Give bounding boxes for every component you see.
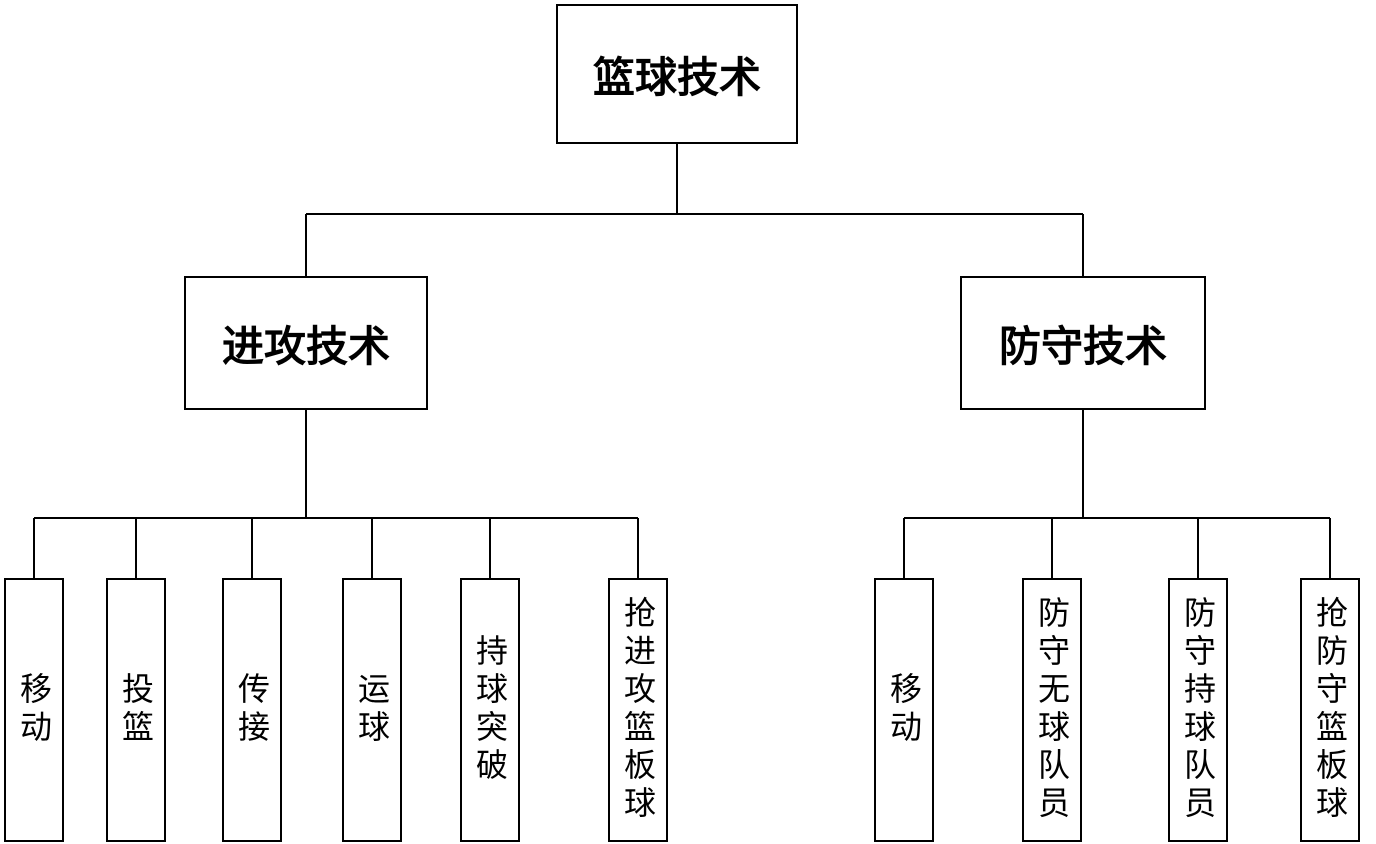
leaf-label: 抢防守篮板球 [1307,596,1353,824]
category-label: 进攻技术 [222,313,390,374]
leaf-label: 移动 [881,672,927,748]
leaf-node-offense-1: 投篮 [106,578,166,842]
leaf-label: 投篮 [113,672,159,748]
leaf-node-defense-2: 防守持球队员 [1168,578,1228,842]
leaf-node-offense-3: 运球 [342,578,402,842]
category-node-defense: 防守技术 [960,276,1206,410]
leaf-label: 运球 [349,672,395,748]
leaf-node-defense-3: 抢防守篮板球 [1300,578,1360,842]
leaf-label: 防守持球队员 [1175,596,1221,824]
leaf-label: 传接 [229,672,275,748]
root-node: 篮球技术 [556,4,798,144]
leaf-node-offense-5: 抢进攻篮板球 [608,578,668,842]
root-label: 篮球技术 [593,44,761,105]
leaf-label: 抢进攻篮板球 [615,596,661,824]
leaf-node-defense-0: 移动 [874,578,934,842]
leaf-label: 防守无球队员 [1029,596,1075,824]
leaf-label: 移动 [11,672,57,748]
category-node-offense: 进攻技术 [184,276,428,410]
category-label: 防守技术 [999,313,1167,374]
leaf-node-offense-0: 移动 [4,578,64,842]
leaf-label: 持球突破 [467,634,513,786]
leaf-node-defense-1: 防守无球队员 [1022,578,1082,842]
leaf-node-offense-4: 持球突破 [460,578,520,842]
leaf-node-offense-2: 传接 [222,578,282,842]
